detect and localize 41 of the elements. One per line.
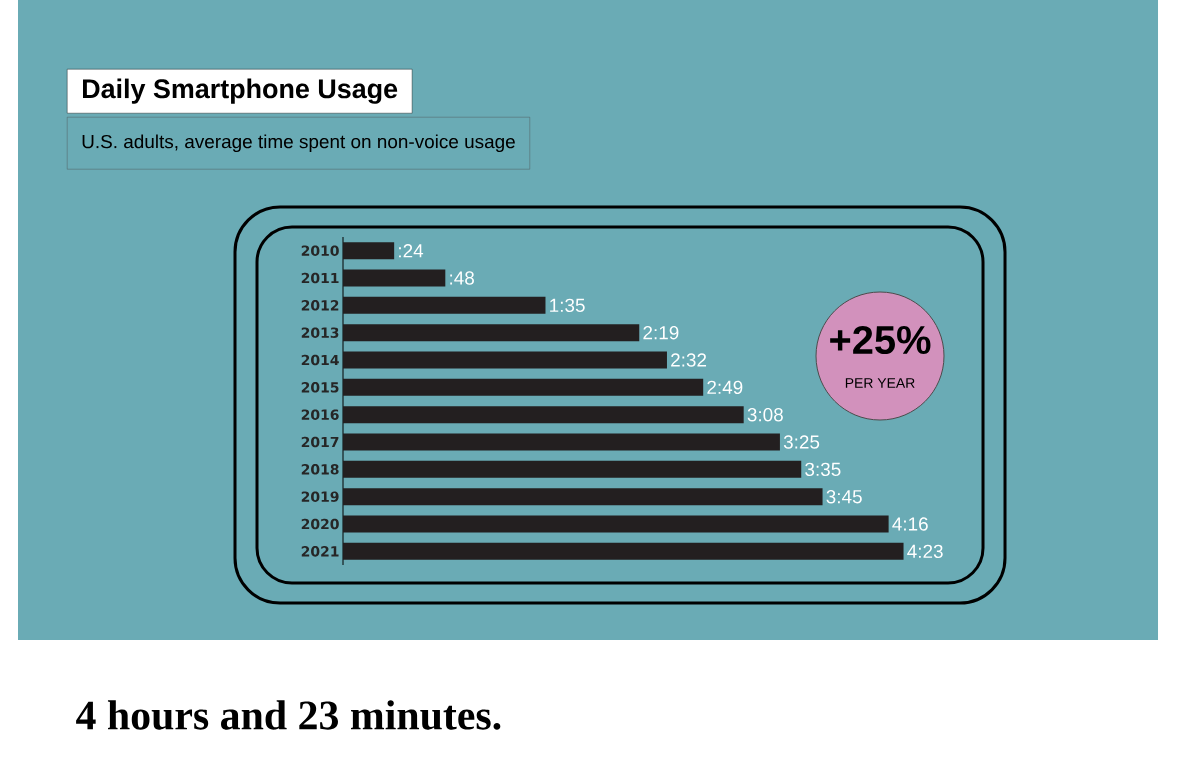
annotation: +25%	[830, 325, 931, 355]
y-tick-label: 2012	[301, 300, 339, 311]
y-tick-label: 2015	[301, 382, 339, 393]
y-tick-label: 2011	[301, 272, 339, 284]
data-label: 2:19	[643, 325, 679, 340]
bar	[343, 351, 667, 369]
y-tick-label: 2016	[301, 409, 339, 420]
data-label: 3:45	[826, 489, 862, 504]
bar	[343, 378, 704, 396]
text: 4 hours and 23 minutes.	[76, 700, 501, 730]
bar	[343, 324, 640, 342]
bar	[343, 542, 904, 560]
data-label: 4:23	[907, 544, 943, 559]
bar	[343, 269, 446, 287]
data-label: 2:49	[707, 380, 743, 395]
data-label: :48	[450, 271, 474, 285]
data-label: :24	[399, 244, 424, 258]
data-label: 3:25	[783, 435, 820, 449]
y-tick-label: 2017	[301, 436, 339, 448]
chart-title: Daily Smartphone Usage	[83, 78, 398, 104]
y-tick-label: 2021	[301, 546, 339, 557]
data-label: 4:16	[892, 517, 928, 531]
y-tick-label: 2020	[301, 518, 339, 530]
data-label: 2:32	[671, 353, 707, 367]
bar	[343, 460, 802, 478]
bar	[343, 488, 823, 506]
bar	[343, 296, 546, 314]
bar	[343, 433, 780, 451]
y-tick-label: 2013	[301, 327, 339, 338]
data-label: 3:08	[747, 407, 783, 422]
bar	[343, 242, 395, 260]
y-tick-label: 2018	[301, 464, 339, 475]
chart-subtitle: U.S. adults, average time spent on non-voice usage	[82, 134, 515, 153]
data-label: 3:35	[805, 462, 841, 477]
y-tick-label: 2010	[301, 245, 339, 256]
bar	[343, 406, 744, 424]
y-tick-label: 2014	[301, 354, 339, 366]
bar	[343, 515, 889, 533]
data-label: 1:35	[550, 298, 585, 313]
annotation: PER YEAR	[845, 378, 915, 388]
y-tick-label: 2019	[301, 491, 339, 502]
